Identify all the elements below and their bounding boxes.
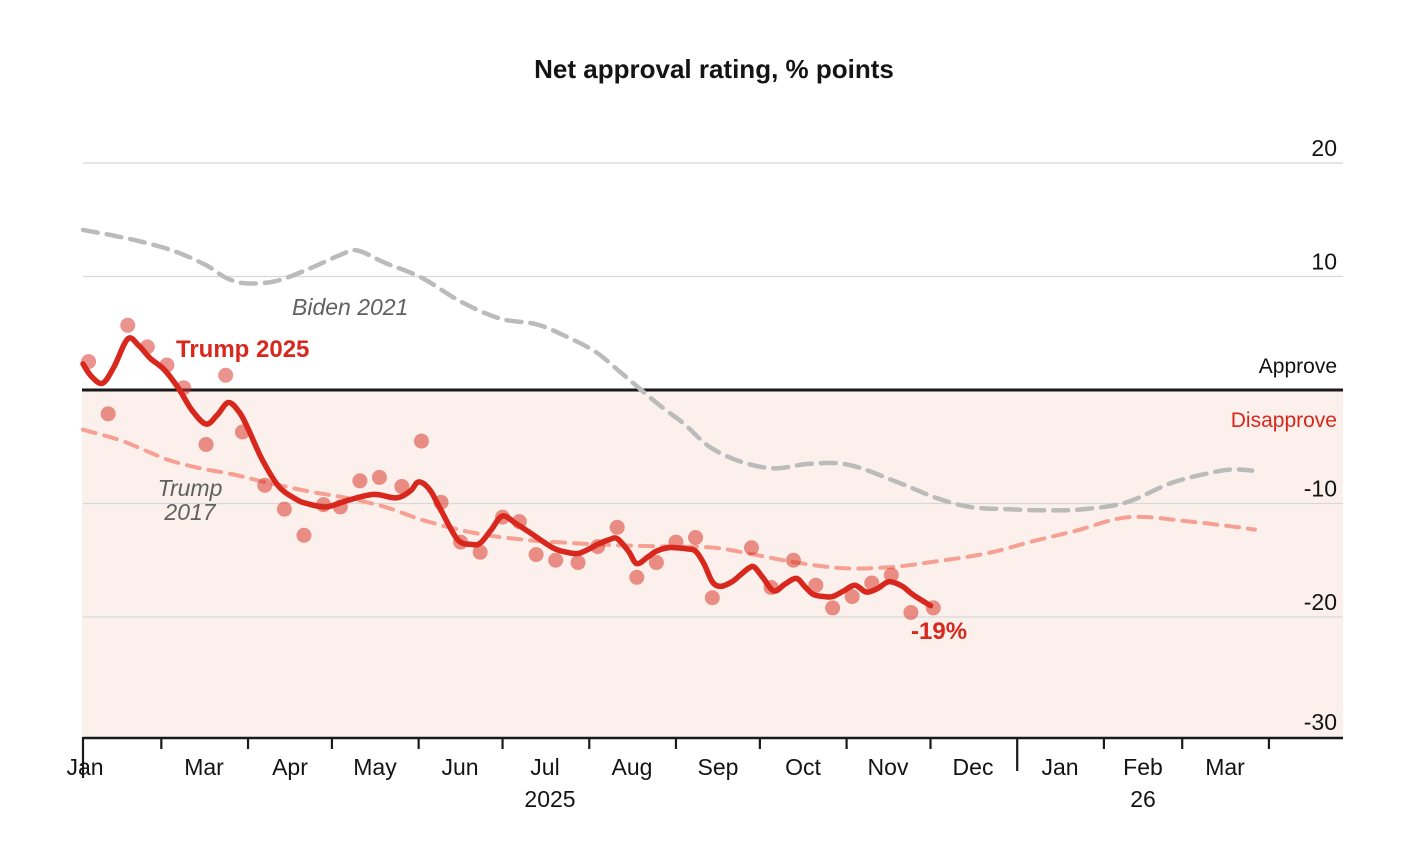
poll-dot (609, 519, 625, 535)
poll-dot (629, 569, 645, 585)
poll-dot (883, 567, 899, 583)
poll-dot (81, 354, 97, 370)
x-tick-label: Oct (785, 754, 821, 780)
x-tick-label: Jun (441, 754, 478, 780)
poll-dot (472, 544, 488, 560)
poll-dot (371, 469, 387, 485)
y-tick-label: -20 (1304, 589, 1337, 615)
poll-dot (352, 473, 368, 489)
disapprove-zone-label: Disapprove (1230, 409, 1337, 432)
x-tick-label: Sep (698, 754, 739, 780)
biden-2021-line-label: Biden 2021 (292, 294, 409, 320)
x-tick-label: Jan (66, 754, 103, 780)
trump-2025-line-label: Trump 2025 (176, 336, 310, 363)
poll-dot (825, 600, 841, 616)
x-year-label: 26 (1130, 786, 1156, 812)
x-tick-label: Apr (272, 754, 308, 780)
poll-dot (528, 547, 544, 563)
x-tick-label: Nov (868, 754, 909, 780)
poll-dot (763, 579, 779, 595)
poll-dot (688, 530, 704, 546)
poll-dot (590, 539, 606, 555)
x-tick-label: Feb (1123, 754, 1163, 780)
poll-dot (495, 509, 511, 525)
poll-dot (257, 477, 273, 493)
poll-dot (548, 552, 564, 568)
poll-dot (704, 590, 720, 606)
poll-dot (903, 604, 919, 620)
x-tick-label: Jan (1041, 754, 1078, 780)
poll-dot (925, 600, 941, 616)
trump-2017-label-line1: Trump (157, 475, 223, 501)
poll-dot (394, 478, 410, 494)
approve-zone-label: Approve (1258, 355, 1337, 378)
x-tick-label: Aug (612, 754, 653, 780)
poll-dot (159, 357, 175, 373)
poll-dot (453, 534, 469, 550)
poll-dot (120, 317, 136, 333)
poll-dot (100, 406, 116, 422)
poll-dot (433, 494, 449, 510)
poll-dot (234, 424, 250, 440)
y-tick-label: -10 (1304, 476, 1337, 502)
biden-2021-line (80, 227, 1255, 513)
chart-title: Net approval rating, % points (534, 54, 894, 84)
poll-dot (864, 575, 880, 591)
poll-dot (785, 552, 801, 568)
poll-dot (668, 534, 684, 550)
poll-dot (808, 577, 824, 593)
poll-dot (198, 436, 214, 452)
y-tick-label: 10 (1311, 249, 1337, 275)
y-tick-label: 20 (1311, 135, 1337, 161)
poll-dot (413, 433, 429, 449)
poll-dot (743, 540, 759, 556)
trump-2025-line (80, 335, 934, 609)
y-tick-label: -30 (1304, 709, 1337, 735)
poll-dot (648, 555, 664, 571)
poll-dot (276, 501, 292, 517)
poll-dot (844, 589, 860, 605)
x-year-label: 2025 (524, 786, 575, 812)
disapprove-band (82, 390, 1343, 738)
poll-dot (296, 527, 312, 543)
poll-dot (139, 339, 155, 355)
poll-dot (218, 367, 234, 383)
poll-dot (511, 514, 527, 530)
poll-dot (570, 555, 586, 571)
x-tick-label: Mar (184, 754, 224, 780)
x-tick-label: Jul (530, 754, 559, 780)
x-tick-label: Dec (953, 754, 994, 780)
poll-dot (176, 380, 192, 396)
poll-dot (316, 497, 332, 513)
latest-value-annotation: -19% (911, 618, 968, 645)
trump-2017-label-line2: 2017 (164, 499, 216, 525)
trump-2017-line-label: Trump 2017 (146, 476, 234, 524)
x-tick-label: May (353, 754, 397, 780)
poll-dot (332, 499, 348, 515)
x-tick-label: Mar (1205, 754, 1245, 780)
